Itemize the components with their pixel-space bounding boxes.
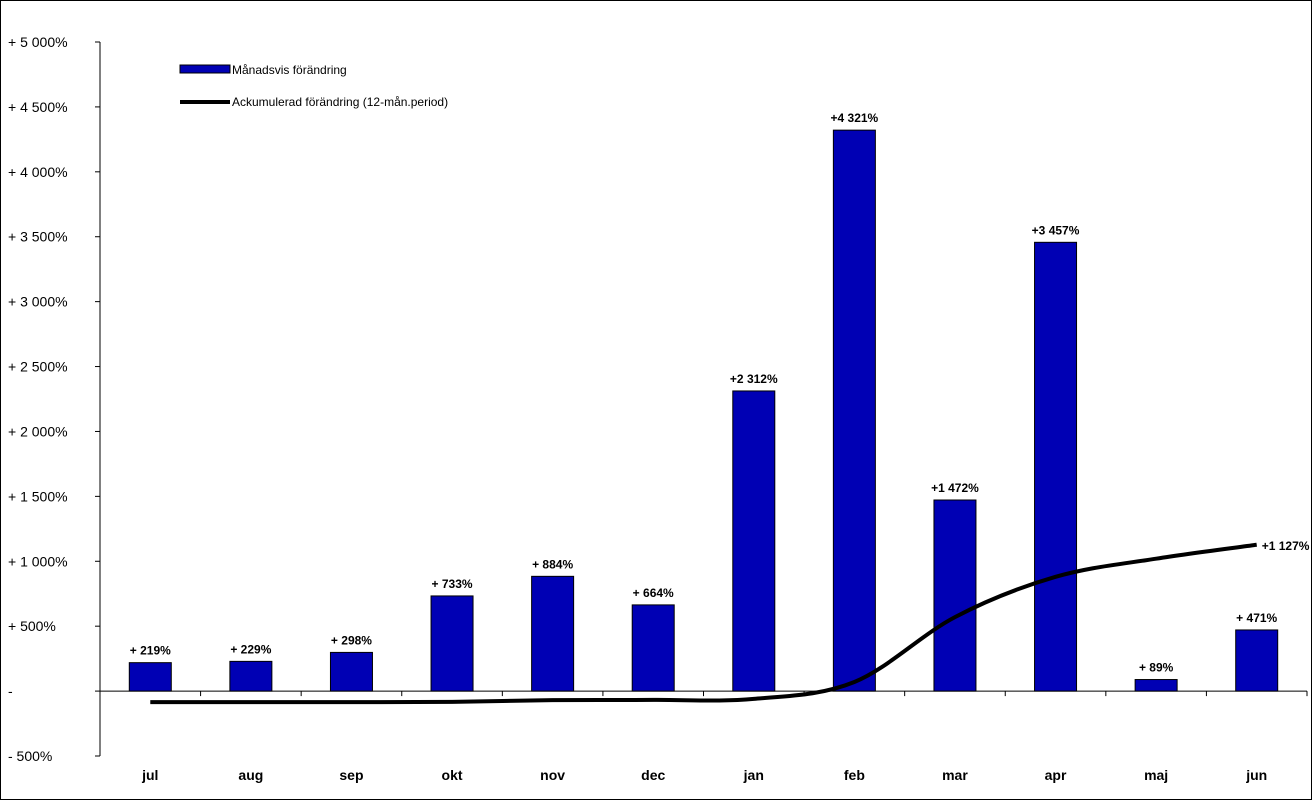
x-tick-label: jun: [1245, 767, 1267, 783]
bar: [833, 130, 875, 691]
x-tick-label: mar: [942, 767, 968, 783]
bar-data-label: + 298%: [331, 633, 372, 647]
y-tick-label: + 1 500%: [8, 488, 68, 504]
legend-bar-label: Månadsvis förändring: [232, 63, 347, 77]
x-tick-label: aug: [238, 767, 263, 783]
bar-data-label: +1 472%: [931, 481, 979, 495]
line-series: +1 127%: [150, 539, 1310, 702]
bar: [733, 391, 775, 691]
bar: [230, 661, 272, 691]
x-tick-label: nov: [540, 767, 565, 783]
x-tick-label: dec: [641, 767, 665, 783]
bar-data-label: +2 312%: [730, 372, 778, 386]
bar: [1135, 680, 1177, 692]
legend-bar-swatch: [180, 65, 230, 73]
bar-data-label: + 219%: [130, 644, 171, 658]
bar-data-label: + 733%: [432, 577, 473, 591]
bar-data-label: + 664%: [633, 586, 674, 600]
cumulative-line: [150, 545, 1256, 702]
y-tick-label: + 4 500%: [8, 99, 68, 115]
x-tick-label: feb: [844, 767, 865, 783]
x-tick-label: jan: [743, 767, 764, 783]
bars: + 219% + 229% + 298% + 733% + 884% + 664% +2 3…: [129, 111, 1277, 691]
legend: Månadsvis förändring Ackumulerad förändr…: [180, 63, 448, 109]
bar: [934, 500, 976, 691]
bar-data-label: +4 321%: [831, 111, 879, 125]
y-tick-label: + 5 000%: [8, 34, 68, 50]
y-tick-label: + 3 000%: [8, 294, 68, 310]
bar: [1035, 242, 1077, 691]
x-tick-label: okt: [442, 767, 463, 783]
y-tick-label: + 1 000%: [8, 553, 68, 569]
bar-data-label: +3 457%: [1032, 223, 1080, 237]
bar: [632, 605, 674, 691]
line-end-label: +1 127%: [1262, 539, 1310, 553]
y-tick-label: + 2 000%: [8, 423, 68, 439]
y-tick-label: + 3 500%: [8, 229, 68, 245]
bar-data-label: + 229%: [230, 642, 271, 656]
y-tick-label: + 2 500%: [8, 359, 68, 375]
bar: [330, 652, 372, 691]
bar: [1236, 630, 1278, 691]
bar: [129, 663, 171, 691]
bar-data-label: + 471%: [1236, 611, 1277, 625]
x-tick-label: apr: [1045, 767, 1067, 783]
x-tick-label: maj: [1144, 767, 1168, 783]
bar-data-label: + 884%: [532, 557, 573, 571]
bar: [532, 576, 574, 691]
y-tick-label: + 4 000%: [8, 164, 68, 180]
bar-data-label: + 89%: [1139, 661, 1174, 675]
y-tick-label: - 500%: [8, 748, 52, 764]
bar: [431, 596, 473, 691]
y-tick-label: -: [8, 683, 13, 699]
x-tick-label: jul: [141, 767, 158, 783]
legend-line-label: Ackumulerad förändring (12-mån.period): [232, 95, 448, 109]
y-tick-label: + 500%: [8, 618, 56, 634]
x-tick-label: sep: [339, 767, 363, 783]
